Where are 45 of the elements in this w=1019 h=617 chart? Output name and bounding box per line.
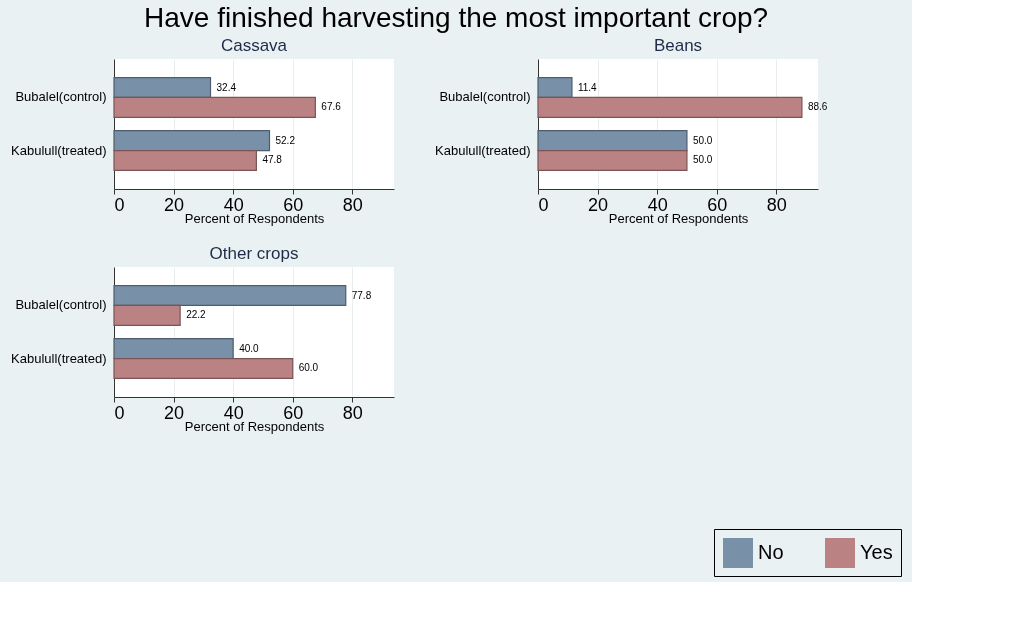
y-tick-label: Bubalel(control) [439,89,531,105]
bar [113,304,181,326]
chart-subtitle: Beans [653,36,703,55]
y-tick-label: Bubalel(control) [15,89,107,105]
bar [113,357,294,380]
data-label: 88.6 [807,101,828,113]
data-label: 22.2 [186,309,207,321]
bar [113,96,316,118]
bar [537,149,688,172]
x-tick-label: 80 [766,194,787,215]
y-tick-label: Kabulull(treated) [11,350,107,366]
bar [113,338,234,360]
data-label: 50.0 [692,154,713,166]
data-label: 67.6 [321,101,342,113]
bar [537,96,803,118]
data-label: 52.2 [275,134,296,146]
x-tick-label: 80 [342,402,363,423]
chart-subtitle: Other crops [209,244,299,263]
x-tick-label: 20 [588,194,609,215]
data-label: 50.0 [692,134,713,146]
text: Have finished harvesting the most important crop? [144,2,769,33]
data-label: 47.8 [262,154,283,166]
x-tick-label: 0 [114,194,125,215]
bar [113,130,271,152]
data-label: 77.8 [351,289,372,301]
bar [537,76,573,99]
data-label: 60.0 [298,362,319,374]
data-label: 32.4 [216,81,237,93]
bar [537,130,688,152]
data-label: 40.0 [239,342,260,354]
y-tick-label: Kabulull(treated) [11,142,107,158]
data-label: 11.4 [577,81,598,93]
legend-label: Yes [860,541,893,563]
x-tick-label: 0 [538,194,549,215]
x-tick-label: 20 [164,402,185,423]
legend-label: No [758,541,784,563]
x-tick-label: 0 [114,402,125,423]
bar [113,149,257,172]
bar [113,76,212,99]
chart-subtitle: Cassava [220,36,288,55]
x-tick-label: 20 [164,194,185,215]
x-tick-label: 80 [342,194,363,215]
bar [113,284,347,307]
y-tick-label: Bubalel(control) [15,297,107,313]
y-tick-label: Kabulull(treated) [435,142,531,158]
